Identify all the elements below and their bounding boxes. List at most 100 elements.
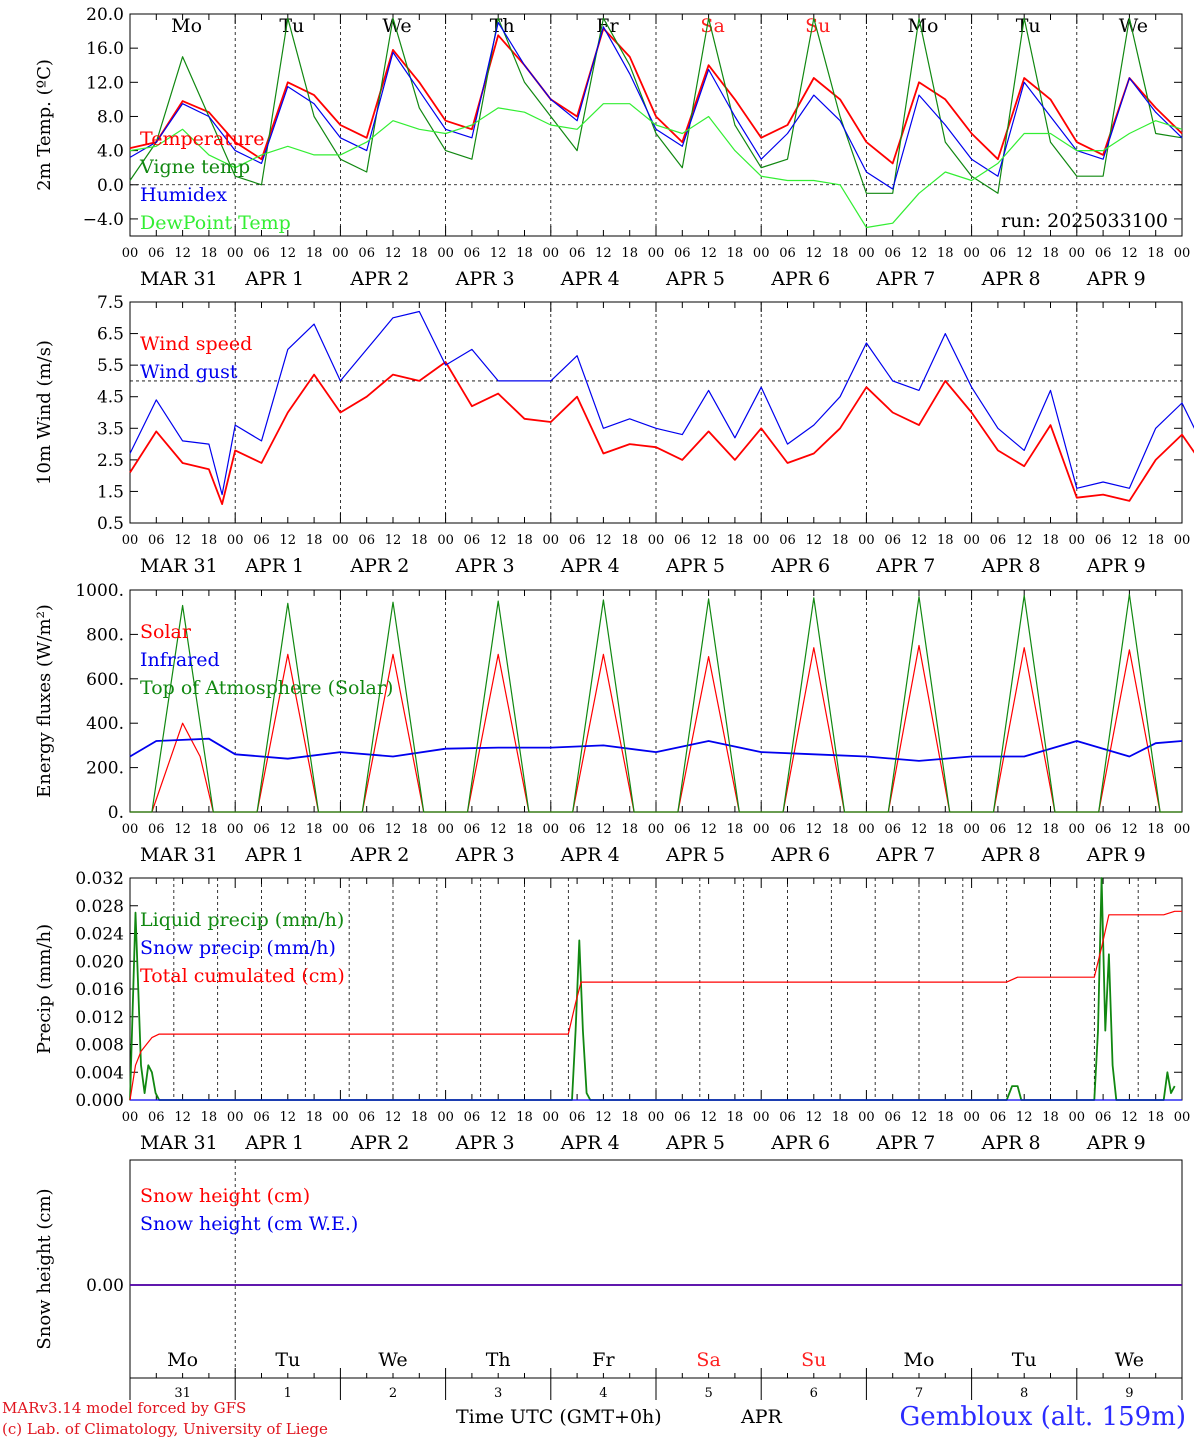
hour-label: 12 bbox=[1121, 533, 1138, 548]
hour-label: 00 bbox=[1174, 1110, 1191, 1125]
hour-label: 00 bbox=[1174, 533, 1191, 548]
date-label: APR 9 bbox=[1086, 844, 1146, 866]
date-label: APR 7 bbox=[875, 1132, 935, 1154]
weekday-label: Sa bbox=[696, 1349, 720, 1371]
hour-label: 06 bbox=[148, 533, 165, 548]
hour-label: 06 bbox=[674, 246, 691, 261]
hour-label: 18 bbox=[306, 822, 323, 837]
date-label: APR 4 bbox=[560, 844, 620, 866]
hour-label: 12 bbox=[174, 1110, 191, 1125]
hour-label: 18 bbox=[832, 246, 849, 261]
hour-label: 12 bbox=[1016, 246, 1033, 261]
hour-label: 12 bbox=[806, 1110, 823, 1125]
hour-label: 00 bbox=[437, 1110, 454, 1125]
date-label: MAR 31 bbox=[140, 844, 218, 866]
panel-2: 7.5 6.5 5.5 4.5 3.5 2.5 1.5 0.5 10m Wind (m/s) 00… bbox=[34, 293, 1194, 577]
hour-label: 06 bbox=[779, 822, 796, 837]
date-label: APR 5 bbox=[665, 268, 725, 290]
y-tick-label: −4.0 bbox=[83, 210, 124, 230]
date-label: APR 3 bbox=[455, 555, 515, 577]
hour-label: 06 bbox=[884, 246, 901, 261]
hour-label: 00 bbox=[1069, 822, 1086, 837]
weekday-label: Mo bbox=[171, 15, 202, 37]
y-tick-label: 0.012 bbox=[75, 1008, 124, 1028]
hour-label: 00 bbox=[332, 822, 349, 837]
weekday-label: Mo bbox=[908, 15, 939, 37]
y-tick-label: 2.5 bbox=[97, 451, 124, 471]
y-tick-label: 6.5 bbox=[97, 325, 124, 345]
date-label: APR 9 bbox=[1086, 268, 1146, 290]
date-label: APR 2 bbox=[349, 1132, 409, 1154]
hour-label: 18 bbox=[411, 246, 428, 261]
hour-label: 00 bbox=[753, 822, 770, 837]
hour-label: 06 bbox=[674, 1110, 691, 1125]
hour-label: 12 bbox=[595, 533, 612, 548]
legend-entry: Wind gust bbox=[140, 361, 238, 383]
y-tick-label: 7.5 bbox=[97, 293, 124, 313]
y-tick-label: 8.0 bbox=[97, 107, 124, 127]
y-tick-label: 1.5 bbox=[97, 482, 124, 502]
hour-label: 00 bbox=[963, 246, 980, 261]
hour-label: 18 bbox=[306, 533, 323, 548]
hour-label: 06 bbox=[464, 1110, 481, 1125]
legend-entry: Snow height (cm) bbox=[140, 1185, 310, 1207]
y-tick-label: 600. bbox=[86, 670, 124, 690]
series-line-total-cumulated-cm- bbox=[129, 910, 1182, 1101]
hour-label: 18 bbox=[832, 533, 849, 548]
series-line-vigne-temp bbox=[129, 17, 1183, 194]
hour-label: 06 bbox=[884, 822, 901, 837]
run-label: run: 2025033100 bbox=[1001, 210, 1168, 232]
weekday-label: We bbox=[378, 1349, 407, 1371]
legend-entry: Liquid precip (mm/h) bbox=[140, 909, 344, 931]
legend-entry: Humidex bbox=[140, 184, 227, 206]
hour-label: 06 bbox=[779, 533, 796, 548]
day-number: 8 bbox=[1020, 1386, 1028, 1401]
legend-entry: Top of Atmosphere (Solar) bbox=[140, 677, 393, 699]
hour-label: 12 bbox=[280, 822, 297, 837]
hour-label: 00 bbox=[753, 246, 770, 261]
panel-5: 0.00 Snow height (cm) Snow height (cm) Snow… bbox=[34, 1159, 1183, 1401]
y-tick-label: 0.5 bbox=[97, 514, 124, 534]
weekday-label: We bbox=[1115, 1349, 1144, 1371]
legend-entry: Total cumulated (cm) bbox=[140, 965, 345, 987]
hour-label: 00 bbox=[963, 533, 980, 548]
y-tick-label: 1000. bbox=[75, 581, 124, 601]
hour-label: 06 bbox=[990, 822, 1007, 837]
legend-entry: Snow height (cm W.E.) bbox=[140, 1213, 358, 1235]
hour-label: 12 bbox=[1016, 1110, 1033, 1125]
hour-label: 00 bbox=[227, 533, 244, 548]
credit-lab: (c) Lab. of Climatology, University of L… bbox=[2, 1420, 328, 1438]
hour-label: 12 bbox=[1121, 246, 1138, 261]
hour-label: 12 bbox=[1016, 533, 1033, 548]
date-label: APR 1 bbox=[244, 555, 304, 577]
date-label: APR 2 bbox=[349, 844, 409, 866]
hour-label: 18 bbox=[516, 1110, 533, 1125]
day-number: 1 bbox=[284, 1386, 292, 1401]
hour-label: 12 bbox=[280, 246, 297, 261]
weekday-label: Tu bbox=[1016, 15, 1041, 37]
hour-label: 06 bbox=[464, 533, 481, 548]
date-label: APR 5 bbox=[665, 555, 725, 577]
legend-entry: Infrared bbox=[140, 649, 220, 671]
hour-label: 18 bbox=[727, 533, 744, 548]
hour-label: 12 bbox=[806, 822, 823, 837]
legend-entry: DewPoint Temp bbox=[140, 212, 291, 234]
hour-label: 00 bbox=[122, 533, 139, 548]
y-tick-label: 0.0 bbox=[97, 176, 124, 196]
day-number: 31 bbox=[174, 1386, 191, 1401]
weekday-label: We bbox=[382, 15, 411, 37]
hour-label: 12 bbox=[1121, 822, 1138, 837]
weekday-label: Su bbox=[801, 1349, 826, 1371]
hour-label: 00 bbox=[437, 822, 454, 837]
hour-label: 00 bbox=[437, 246, 454, 261]
hour-label: 00 bbox=[437, 533, 454, 548]
hour-label: 18 bbox=[306, 1110, 323, 1125]
hour-label: 12 bbox=[174, 822, 191, 837]
y-axis-label: 10m Wind (m/s) bbox=[34, 340, 55, 485]
hour-label: 06 bbox=[253, 822, 270, 837]
hour-label: 06 bbox=[358, 1110, 375, 1125]
hour-label: 18 bbox=[1147, 1110, 1164, 1125]
y-tick-label: 0.016 bbox=[75, 980, 124, 1000]
weekday-label: Mo bbox=[167, 1349, 198, 1371]
date-label: APR 1 bbox=[244, 268, 304, 290]
